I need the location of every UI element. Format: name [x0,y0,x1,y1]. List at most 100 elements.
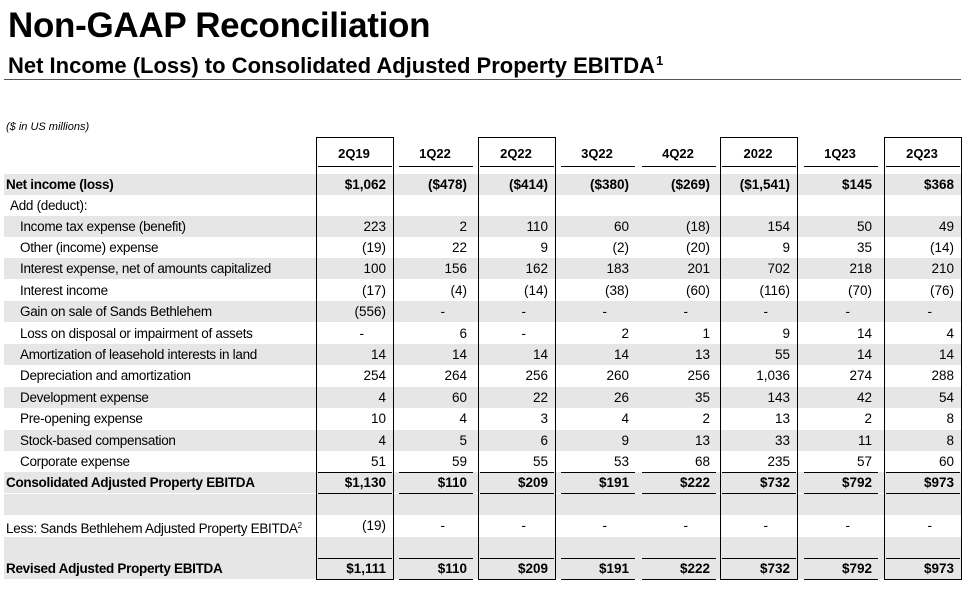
row-label: Interest expense, net of amounts capital… [20,258,271,279]
value-cell: 260 [606,368,629,383]
value-cell: 156 [444,261,467,276]
value-cell: 55 [774,347,790,362]
value-cell: 14 [938,347,954,362]
value-cell: 53 [613,454,629,469]
value-cell: 100 [363,261,386,276]
row-shade [4,430,961,451]
value-cell: $110 [437,561,467,576]
value-cell: $191 [598,475,629,490]
row-label-text: Add (deduct): [10,198,88,213]
total-rule [804,579,878,580]
value-cell: $209 [517,561,548,576]
table-row: Depreciation and amortization 254 264 256 26… [0,365,969,386]
row-label-text: Revised Adjusted Property EBITDA [6,561,223,576]
row-label-text: Pre-opening expense [20,411,143,426]
value-cell: - [845,304,851,319]
total-rule [722,579,796,580]
row-shade [4,216,961,237]
row-label-text: Interest income [20,283,108,298]
value-cell: $209 [517,475,548,490]
value-cell: - [602,518,608,533]
value-cell: 256 [687,368,710,383]
value-cell: - [521,518,527,533]
value-cell: 1,036 [756,368,790,383]
value-cell: 264 [444,368,467,383]
value-cell: 6 [459,326,467,341]
value-cell: 4 [378,433,386,448]
value-cell: $1,130 [344,475,386,490]
value-cell: 154 [767,219,790,234]
value-cell: 68 [694,454,710,469]
value-cell: 2 [459,219,467,234]
table-row: Interest expense, net of amounts capital… [0,258,969,279]
value-cell: - [763,518,769,533]
row-label-text: Depreciation and amortization [20,368,191,383]
value-cell: (19) [361,518,386,533]
total-rule [642,558,716,559]
value-cell: 235 [767,454,790,469]
row-label: Add (deduct): [10,195,87,216]
total-rule [642,472,716,473]
value-cell: 4 [378,390,386,405]
row-shade [4,558,961,579]
row-shade [4,301,961,322]
table-row: Development expense 4 60 22 26 35 143 42 54 [0,387,969,408]
value-cell: $792 [841,561,872,576]
value-cell: 57 [856,454,872,469]
value-cell: 60 [938,454,954,469]
value-cell: 22 [451,240,467,255]
row-label: Consolidated Adjusted Property EBITDA [6,472,255,493]
value-cell: $222 [679,561,710,576]
total-rule [480,493,554,494]
value-cell: 4 [946,326,954,341]
value-cell: 59 [451,454,467,469]
header-underline [722,166,796,167]
value-cell: $973 [923,561,954,576]
total-rule [722,493,796,494]
row-shade [4,537,961,558]
value-cell: 26 [613,390,629,405]
column-header: 1Q22 [419,146,451,161]
value-cell: $973 [923,475,954,490]
value-cell: 223 [363,219,386,234]
row-label-text: Development expense [20,390,149,405]
value-cell: 14 [856,326,872,341]
value-cell: ($414) [508,177,548,192]
row-label: Pre-opening expense [20,408,143,429]
value-cell: (14) [929,240,954,255]
value-cell: 22 [532,390,548,405]
value-cell: (20) [685,240,710,255]
row-label-text: Net income (loss) [6,177,114,192]
value-cell: ($478) [427,177,467,192]
value-cell: 183 [606,261,629,276]
value-cell: 218 [849,261,872,276]
column-header: 3Q22 [581,146,613,161]
column-header: 4Q22 [662,146,694,161]
row-shade [4,472,961,493]
table-row: Less: Sands Bethlehem Adjusted Property … [0,515,969,536]
table-row: Consolidated Adjusted Property EBITDA $1,… [0,472,969,493]
row-shade [4,387,961,408]
value-cell: 254 [363,368,386,383]
total-rule [804,472,878,473]
header-underline [886,166,960,167]
value-cell: $732 [759,475,790,490]
value-cell: (19) [361,240,386,255]
value-cell: 55 [532,454,548,469]
table-row: Gain on sale of Sands Bethlehem (556) - - - -… [0,301,969,322]
value-cell: - [602,304,608,319]
value-cell: (18) [685,219,710,234]
column-header: 2Q23 [906,146,938,161]
value-cell: (38) [604,283,629,298]
value-cell: ($380) [589,177,629,192]
value-cell: $145 [841,177,872,192]
value-cell: (14) [523,283,548,298]
total-rule [886,579,960,580]
value-cell: - [440,518,446,533]
value-cell: 9 [540,240,548,255]
row-label: Corporate expense [20,451,130,472]
total-rule [561,472,635,473]
header-underline [804,166,878,167]
value-cell: 9 [782,240,790,255]
row-label-text: Other (income) expense [20,240,159,255]
